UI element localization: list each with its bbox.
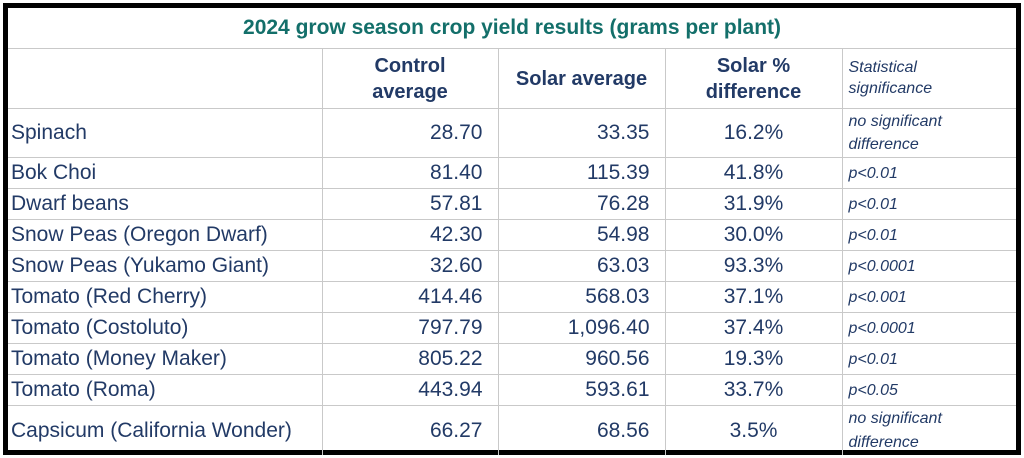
cell-solar-pct-difference: 93.3%: [664, 250, 843, 283]
cell-control-average: 797.79: [321, 312, 499, 345]
cell-solar-average: 33.35: [497, 107, 666, 159]
cell-control-average: 414.46: [321, 281, 499, 314]
cell-crop: Tomato (Roma): [8, 374, 323, 407]
header-crop: [8, 48, 323, 109]
cell-control-average: 57.81: [321, 188, 499, 221]
cell-crop: Tomato (Money Maker): [8, 343, 323, 376]
cell-solar-pct-difference: 16.2%: [664, 107, 843, 159]
cell-solar-pct-difference: 31.9%: [664, 188, 843, 221]
cell-solar-average: 63.03: [497, 250, 666, 283]
cell-solar-pct-difference: 30.0%: [664, 219, 843, 252]
results-table-frame: 2024 grow season crop yield results (gra…: [3, 3, 1021, 455]
cell-statistical-significance: p<0.0001: [841, 312, 1017, 345]
cell-crop: Dwarf beans: [8, 188, 323, 221]
cell-crop: Bok Choi: [8, 157, 323, 190]
cell-statistical-significance: p<0.01: [841, 188, 1017, 221]
cell-control-average: 805.22: [321, 343, 499, 376]
table-row: Tomato (Money Maker) 805.22 960.56 19.3%…: [8, 343, 1017, 376]
table-row: Tomato (Roma) 443.94 593.61 33.7% p<0.05: [8, 374, 1017, 407]
cell-statistical-significance: p<0.01: [841, 157, 1017, 190]
cell-solar-pct-difference: 37.1%: [664, 281, 843, 314]
cell-control-average: 42.30: [321, 219, 499, 252]
table-row: Dwarf beans 57.81 76.28 31.9% p<0.01: [8, 188, 1017, 221]
table-header-row: Control average Solar average Solar % di…: [8, 48, 1017, 109]
cell-crop: Snow Peas (Yukamo Giant): [8, 250, 323, 283]
cell-control-average: 443.94: [321, 374, 499, 407]
cell-solar-pct-difference: 3.5%: [664, 405, 843, 455]
cell-statistical-significance: p<0.01: [841, 219, 1017, 252]
cell-crop: Snow Peas (Oregon Dwarf): [8, 219, 323, 252]
cell-control-average: 81.40: [321, 157, 499, 190]
cell-solar-pct-difference: 33.7%: [664, 374, 843, 407]
cell-crop: Capsicum (California Wonder): [8, 405, 323, 455]
cell-control-average: 32.60: [321, 250, 499, 283]
cell-solar-average: 568.03: [497, 281, 666, 314]
cell-solar-average: 593.61: [497, 374, 666, 407]
table-row: Snow Peas (Yukamo Giant) 32.60 63.03 93.…: [8, 250, 1017, 283]
cell-solar-pct-difference: 37.4%: [664, 312, 843, 345]
cell-control-average: 28.70: [321, 107, 499, 159]
cell-solar-pct-difference: 41.8%: [664, 157, 843, 190]
table-row: Bok Choi 81.40 115.39 41.8% p<0.01: [8, 157, 1017, 190]
cell-statistical-significance: p<0.01: [841, 343, 1017, 376]
cell-solar-average: 54.98: [497, 219, 666, 252]
cell-statistical-significance: p<0.001: [841, 281, 1017, 314]
header-statistical-significance: Statistical significance: [841, 48, 1017, 109]
header-solar-pct-difference: Solar % difference: [664, 48, 843, 109]
cell-statistical-significance: p<0.05: [841, 374, 1017, 407]
cell-solar-pct-difference: 19.3%: [664, 343, 843, 376]
cell-crop: Tomato (Red Cherry): [8, 281, 323, 314]
cell-solar-average: 1,096.40: [497, 312, 666, 345]
cell-control-average: 66.27: [321, 405, 499, 455]
table-row: Tomato (Red Cherry) 414.46 568.03 37.1% …: [8, 281, 1017, 314]
header-control-average: Control average: [321, 48, 499, 109]
cell-statistical-significance: no significant difference: [841, 405, 1017, 455]
cell-solar-average: 68.56: [497, 405, 666, 455]
cell-solar-average: 76.28: [497, 188, 666, 221]
cell-crop: Tomato (Costoluto): [8, 312, 323, 345]
header-solar-average: Solar average: [497, 48, 666, 109]
cell-statistical-significance: no significant difference: [841, 107, 1017, 159]
crop-yield-table: 2024 grow season crop yield results (gra…: [8, 8, 1017, 455]
table-row: Tomato (Costoluto) 797.79 1,096.40 37.4%…: [8, 312, 1017, 345]
cell-statistical-significance: p<0.0001: [841, 250, 1017, 283]
table-row: Snow Peas (Oregon Dwarf) 42.30 54.98 30.…: [8, 219, 1017, 252]
table-row: Spinach 28.70 33.35 16.2% no significant…: [8, 107, 1017, 159]
table-title-row: 2024 grow season crop yield results (gra…: [8, 8, 1017, 49]
cell-solar-average: 115.39: [497, 157, 666, 190]
cell-solar-average: 960.56: [497, 343, 666, 376]
cell-crop: Spinach: [8, 107, 323, 159]
table-row: Capsicum (California Wonder) 66.27 68.56…: [8, 405, 1017, 455]
table-title: 2024 grow season crop yield results (gra…: [8, 8, 1017, 49]
